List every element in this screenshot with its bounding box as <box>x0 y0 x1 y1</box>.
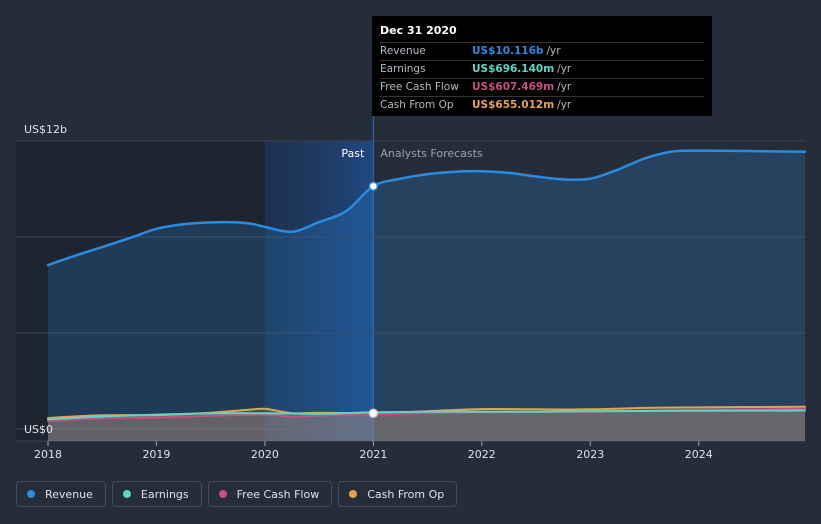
cashflow-marker <box>368 408 379 419</box>
tooltip-row-cash-from-op: Cash From Op US$655.012m /yr <box>380 96 704 114</box>
line-revenue <box>46 149 807 267</box>
highlight-region <box>264 141 374 441</box>
tooltip-unit: /yr <box>557 99 572 111</box>
x-tick-label: 2023 <box>576 448 604 461</box>
tooltip-label: Revenue <box>380 45 426 57</box>
tooltip-value: US$655.012m <box>472 99 555 111</box>
legend-dot-icon <box>27 490 35 498</box>
tooltip-row-earnings: Earnings US$696.140m /yr <box>380 60 704 78</box>
legend-dot-icon <box>349 490 358 498</box>
tooltip-unit: /yr <box>557 63 572 75</box>
tooltip-row-revenue: Revenue US$10.116b /yr <box>380 42 704 60</box>
x-tick-label: 2021 <box>359 448 387 461</box>
legend-item-cash-from-op[interactable]: Cash From Op <box>338 481 458 507</box>
tooltip-row-free-cash-flow: Free Cash Flow US$607.469m /yr <box>380 78 704 96</box>
legend: Revenue Earnings Free Cash Flow Cash Fro… <box>16 481 458 507</box>
tooltip: Dec 31 2020 Revenue US$10.116b /yr Earni… <box>372 16 712 116</box>
x-tick-label: 2018 <box>34 448 62 461</box>
x-tick-label: 2024 <box>685 448 713 461</box>
tooltip-unit: /yr <box>557 81 572 93</box>
tooltip-label: Cash From Op <box>380 99 454 111</box>
tooltip-date: Dec 31 2020 <box>380 24 457 37</box>
tooltip-value: US$696.140m <box>472 63 555 75</box>
line-earnings <box>47 409 806 421</box>
tooltip-label: Earnings <box>380 63 426 75</box>
area-earnings <box>48 410 805 441</box>
x-tick-label: 2020 <box>251 448 279 461</box>
legend-dot-icon <box>218 490 227 498</box>
legend-item-free-cash-flow[interactable]: Free Cash Flow <box>207 481 333 507</box>
legend-dot-icon <box>122 490 131 498</box>
tooltip-label: Free Cash Flow <box>380 81 459 93</box>
tooltip-value: US$607.469m <box>472 81 555 93</box>
y-axis-label-bottom: US$0 <box>24 423 53 436</box>
tooltip-value: US$10.116b <box>472 45 544 57</box>
past-label: Past <box>341 147 365 160</box>
tooltip-unit: /yr <box>546 45 561 57</box>
legend-item-revenue[interactable]: Revenue <box>16 481 106 507</box>
area-free-cash-flow <box>48 408 805 441</box>
revenue-marker <box>368 181 379 191</box>
legend-label: Free Cash Flow <box>236 487 320 501</box>
y-axis-label-top: US$12b <box>24 123 67 136</box>
x-tick-label: 2022 <box>468 448 496 461</box>
legend-label: Earnings <box>140 487 189 501</box>
legend-item-earnings[interactable]: Earnings <box>111 481 202 507</box>
x-tick-label: 2019 <box>142 448 170 461</box>
legend-label: Revenue <box>45 487 93 501</box>
legend-label: Cash From Op <box>367 487 445 501</box>
forecast-label: Analysts Forecasts <box>380 147 483 160</box>
